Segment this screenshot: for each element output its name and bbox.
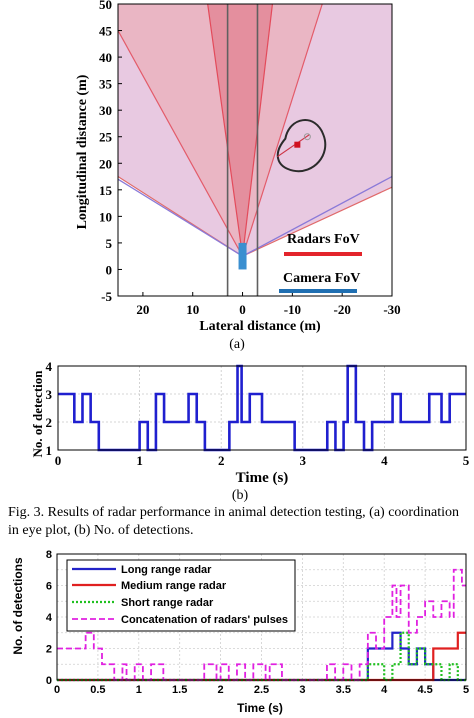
y-axis-label-c: No. of detections <box>11 557 25 655</box>
y-tick-a-4: 15 <box>99 183 113 198</box>
y-tick-b-3: 4 <box>46 359 53 374</box>
y-tick-b-2: 3 <box>46 387 53 402</box>
x-tick-b-5: 5 <box>463 453 470 468</box>
x-tick-c-8: 4 <box>381 684 388 696</box>
y-tick-c-3: 6 <box>46 581 52 593</box>
radar-narrow-left_edge <box>207 4 244 257</box>
x-tick-c-9: 4.5 <box>417 684 432 696</box>
series-b-detections <box>58 364 466 452</box>
x-tick-c-1: 0.5 <box>90 684 105 696</box>
chart-c: 0 0.5 1 1.5 2 2.5 3 3.5 4 4.5 5 0 2 4 6 8 Time (s) No. … <box>11 549 469 715</box>
x-axis-label-b: Time (s) <box>236 470 289 486</box>
x-tick-c-2: 1 <box>136 684 142 696</box>
x-tick-c-5: 2.5 <box>254 684 269 696</box>
legend-a: Radars FoV Camera FoV <box>279 232 362 293</box>
y-tick-c-2: 4 <box>46 612 53 624</box>
legend-c-label-3: Concatenation of radars' pulses <box>121 614 288 626</box>
panel-label-b: (b) <box>232 488 249 503</box>
panel-label-a: (a) <box>229 337 245 352</box>
y-tick-c-1: 2 <box>46 644 52 656</box>
y-tick-a-0: -5 <box>101 289 112 304</box>
x-tick-c-6: 3 <box>299 684 305 696</box>
x-tick-a-2: 0 <box>239 302 246 317</box>
plot-b-frame <box>57 365 467 451</box>
x-tick-a-1: 10 <box>186 302 199 317</box>
y-axis-label-b: No. of detection <box>30 370 45 458</box>
x-tick-c-0: 0 <box>54 684 60 696</box>
chart-a: 20 10 0 -10 -20 -30 -5 0 5 10 15 20 25 30 35 40 45 50 Lat… <box>75 0 401 352</box>
y-tick-c-0: 0 <box>46 675 52 687</box>
legend-a-swatch-0 <box>284 252 362 256</box>
plot-a-area <box>118 4 392 296</box>
x-tick-b-0: 0 <box>55 453 62 468</box>
figure-caption: Fig. 3. Results of radar performance in … <box>8 505 459 538</box>
y-tick-a-5: 20 <box>99 156 112 171</box>
legend-a-swatch-1 <box>279 289 357 293</box>
legend-a-label-1: Camera FoV <box>283 271 360 286</box>
detection-contour <box>276 119 327 173</box>
legend-c: Long range radar Medium range radar Shor… <box>66 559 296 632</box>
camera-fov-left_edge <box>118 178 243 257</box>
x-tick-c-3: 1.5 <box>172 684 187 696</box>
x-tick-c-10: 5 <box>463 684 469 696</box>
radar-wide-right_edge <box>242 186 392 257</box>
y-tick-b-0: 1 <box>46 443 53 458</box>
y-tick-a-7: 30 <box>99 103 112 118</box>
legend-a-label-0: Radars FoV <box>287 232 360 247</box>
vehicle-marker <box>238 242 247 270</box>
x-tick-b-4: 4 <box>381 453 388 468</box>
y-tick-c-4: 8 <box>46 549 52 561</box>
y-tick-a-11: 50 <box>99 0 112 12</box>
x-tick-b-2: 2 <box>218 453 225 468</box>
x-tick-b-3: 3 <box>300 453 307 468</box>
x-tick-a-3: -10 <box>284 302 301 317</box>
plot-a <box>118 4 392 296</box>
y-tick-a-6: 25 <box>99 130 113 145</box>
radar-mid-right_edge <box>241 4 323 257</box>
y-tick-a-10: 45 <box>99 24 113 39</box>
y-tick-a-9: 40 <box>99 50 112 65</box>
x-axis-label-a: Lateral distance (m) <box>199 319 321 334</box>
y-tick-b-1: 2 <box>46 415 53 430</box>
y-tick-a-1: 0 <box>106 262 113 277</box>
legend-c-label-1: Medium range radar <box>121 580 227 592</box>
legend-c-label-0: Long range radar <box>121 564 212 576</box>
x-tick-b-1: 1 <box>136 453 143 468</box>
camera-fov-right_edge <box>242 175 392 257</box>
y-axis-label-a: Longitudinal distance (m) <box>75 74 90 229</box>
x-axis-label-c: Time (s) <box>237 701 283 715</box>
x-tick-a-5: -30 <box>383 302 400 317</box>
plot-a-frame <box>117 3 393 297</box>
x-tick-a-4: -20 <box>334 302 351 317</box>
x-tick-a-0: 20 <box>136 302 149 317</box>
radar-fov-mid <box>118 4 323 257</box>
axes-a: 20 10 0 -10 -20 -30 -5 0 5 10 15 20 25 30 35 40 45 50 <box>99 0 401 317</box>
y-tick-a-8: 35 <box>99 77 113 92</box>
detection-point <box>294 141 301 148</box>
detection-track <box>277 134 310 158</box>
legend-c-label-2: Short range radar <box>121 597 214 609</box>
detection-ghost <box>303 133 311 141</box>
y-tick-a-2: 5 <box>106 236 113 251</box>
radar-mid-left_edge <box>118 30 244 257</box>
plot-c-frame <box>56 553 467 681</box>
x-tick-c-4: 2 <box>218 684 224 696</box>
x-tick-c-7: 3.5 <box>336 684 351 696</box>
y-tick-a-3: 10 <box>99 209 112 224</box>
radar-fov-narrow <box>207 4 273 257</box>
